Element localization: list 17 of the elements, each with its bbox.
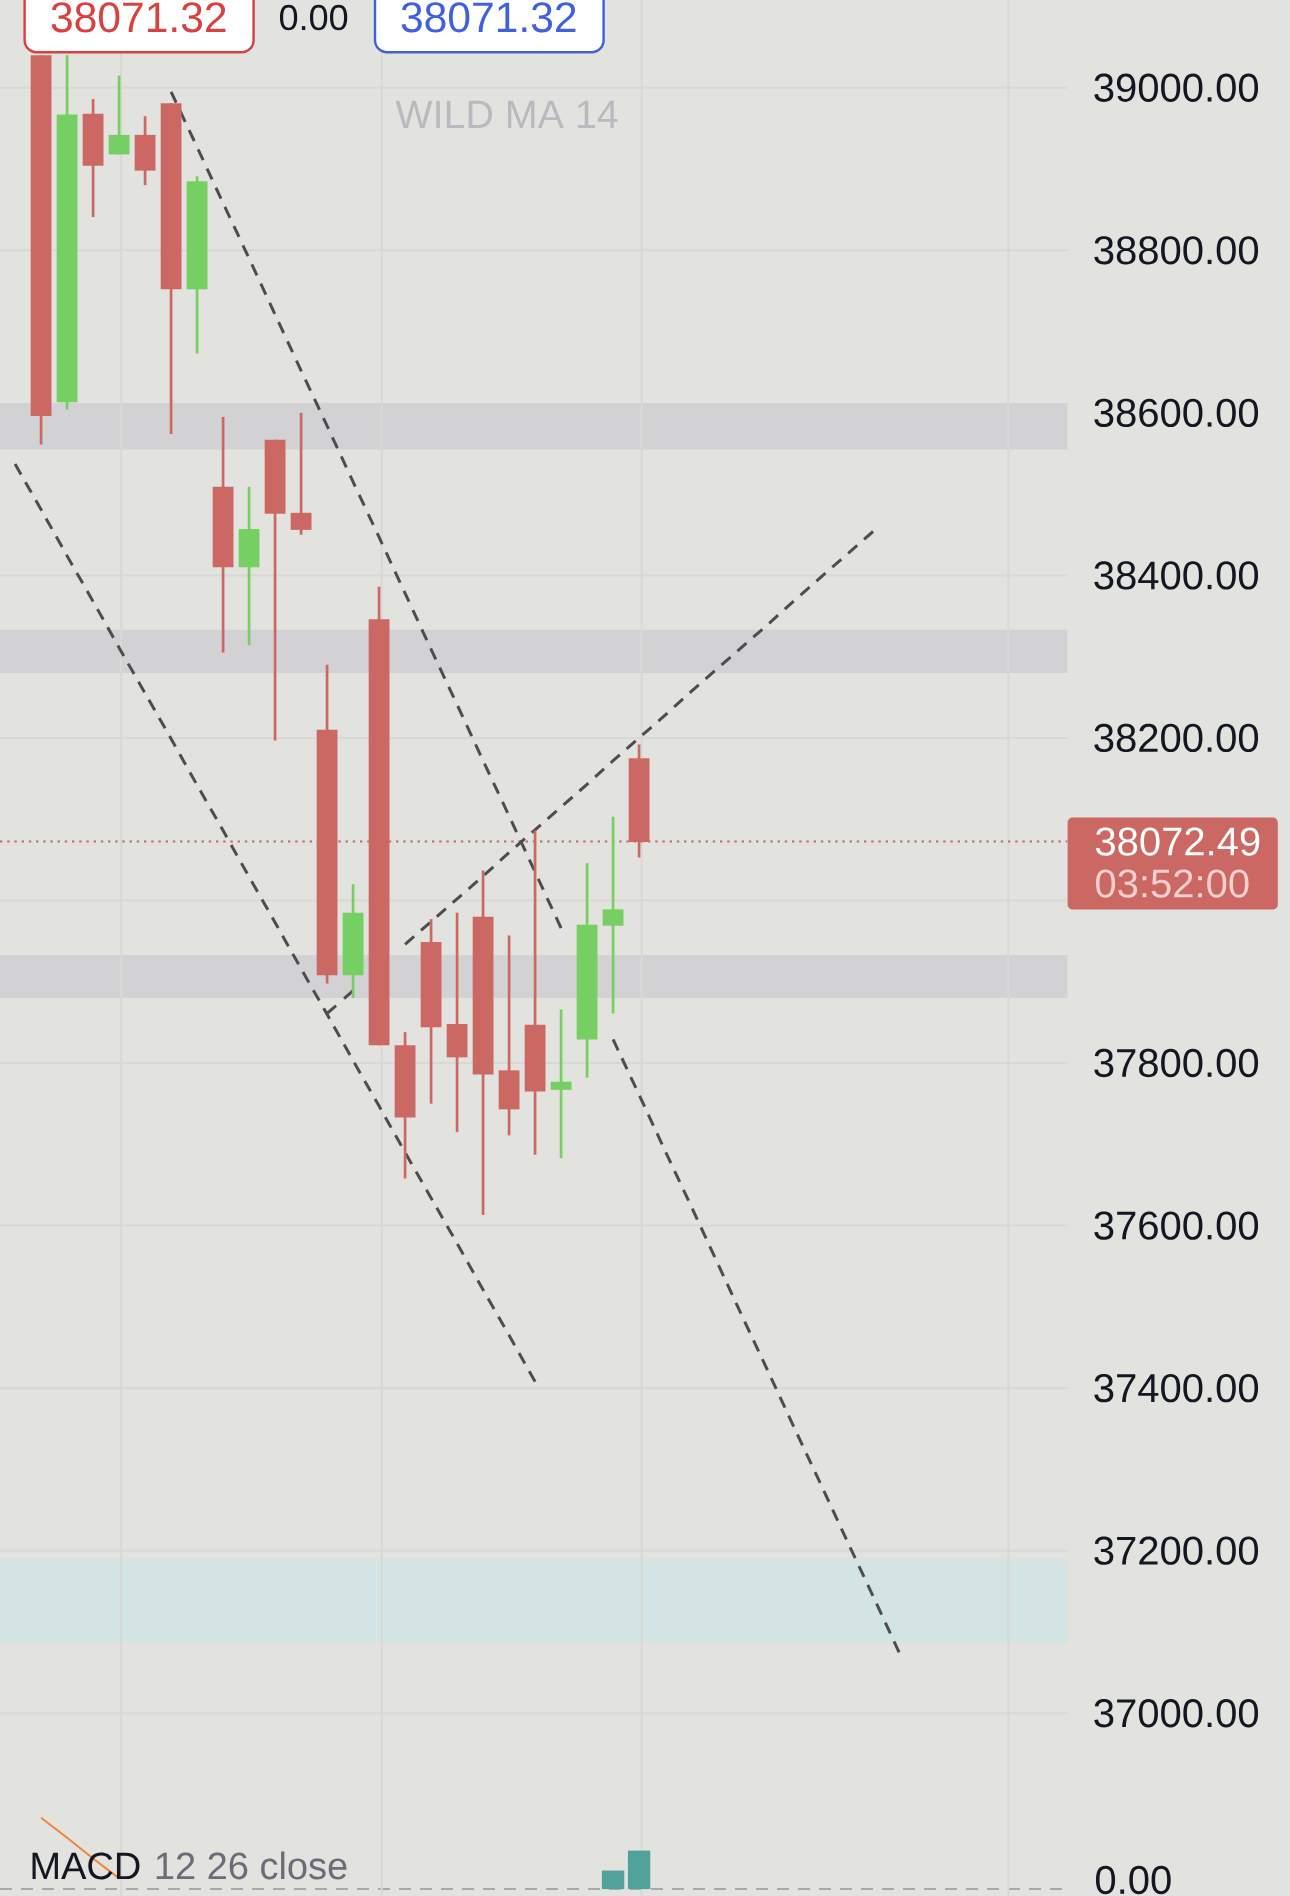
text: 12 26 close [156,1851,347,1880]
y-tick-label: 39000.00 [1094,73,1259,102]
ref-line-label: 38072.49 [1095,827,1260,856]
annotation: 0.00 [279,4,348,31]
y-tick-label: 37400.00 [1094,1373,1259,1403]
text: 0.00 [1095,1865,1171,1895]
y-tick-label: 37200.00 [1094,1536,1259,1565]
y-tick-label: 38600.00 [1094,398,1259,428]
y-tick-label: 38200.00 [1094,723,1259,753]
y-tick-label: 37800.00 [1094,1048,1259,1078]
text: 03:52:00 [1095,869,1249,898]
y-tick-label: 37600.00 [1094,1211,1259,1240]
y-tick-label: 38400.00 [1094,561,1259,590]
annotation: 38071.32 [401,2,576,33]
y-tick-label: 38800.00 [1094,236,1259,265]
annotation: 38071.32 [51,2,226,33]
y-tick-label: 37000.00 [1094,1699,1259,1728]
